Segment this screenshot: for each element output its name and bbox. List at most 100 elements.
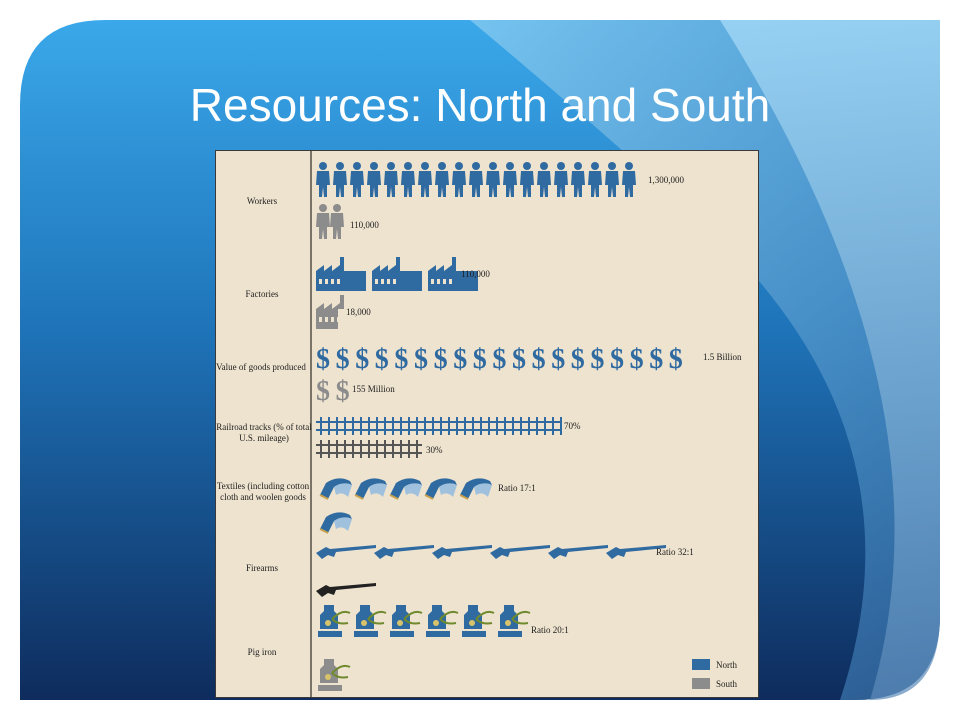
worker-icon [503, 162, 517, 197]
worker-icon [554, 162, 568, 197]
svg-text:$: $ [375, 344, 389, 375]
value-goods-north: 1.5 Billion [703, 352, 742, 362]
dollar-icon: $ [649, 344, 663, 375]
factory-icon [316, 257, 366, 291]
dollar-icon: $ [630, 344, 644, 375]
svg-text:$: $ [316, 376, 330, 407]
worker-icon [316, 204, 330, 239]
legend-swatch-south [692, 678, 710, 689]
value-firearms-ratio: Ratio 32:1 [656, 547, 694, 557]
svg-text:$: $ [473, 344, 487, 375]
value-textiles-ratio: Ratio 17:1 [498, 483, 536, 493]
category-label-goods: Value of goods produced [216, 362, 306, 372]
dollar-icon: $ [551, 344, 565, 375]
worker-icon [537, 162, 551, 197]
value-railroad-north: 70% [564, 421, 581, 431]
rifle-icon [606, 545, 666, 559]
dollar-icon: $ [473, 344, 487, 375]
furnace-icon [354, 605, 387, 637]
rifle-icon [490, 545, 550, 559]
rifle-icon [316, 583, 376, 597]
svg-text:$: $ [669, 344, 683, 375]
worker-icon [401, 162, 415, 197]
furnace-icon [426, 605, 459, 637]
railroad-track-icon [316, 440, 422, 458]
textile-icon [354, 478, 387, 500]
legend-label-south: South [716, 679, 738, 689]
svg-text:$: $ [414, 344, 428, 375]
factory-icon [316, 295, 344, 329]
svg-text:$: $ [394, 344, 408, 375]
textile-icon [319, 512, 352, 534]
svg-text:$: $ [492, 344, 506, 375]
svg-text:$: $ [630, 344, 644, 375]
svg-text:$: $ [551, 344, 565, 375]
furnace-icon [318, 659, 351, 691]
svg-text:$: $ [453, 344, 467, 375]
value-goods-south: 155 Million [352, 384, 395, 394]
railroad-track-icon [316, 417, 562, 435]
svg-text:$: $ [571, 344, 585, 375]
worker-icon [571, 162, 585, 197]
dollar-icon: $ [414, 344, 428, 375]
dollar-icon: $ [453, 344, 467, 375]
svg-text:$: $ [532, 344, 546, 375]
dollar-icon: $ [316, 376, 330, 407]
dollar-icon: $ [375, 344, 389, 375]
worker-icon [605, 162, 619, 197]
furnace-icon [318, 605, 351, 637]
value-railroad-south: 30% [426, 445, 443, 455]
svg-text:$: $ [590, 344, 604, 375]
dollar-icon: $ [610, 344, 624, 375]
rifle-icon [548, 545, 608, 559]
worker-icon [486, 162, 500, 197]
factory-icon [428, 257, 478, 291]
dollar-icon: $ [336, 376, 350, 407]
category-label-firearms: Firearms [246, 563, 278, 573]
value-pig-iron-ratio: Ratio 20:1 [531, 625, 569, 635]
factory-icon [372, 257, 422, 291]
textile-icon [319, 478, 352, 500]
svg-text:$: $ [336, 376, 350, 407]
value-factories-north: 110,000 [461, 269, 490, 279]
worker-icon [469, 162, 483, 197]
category-label-pig-iron: Pig iron [247, 647, 277, 657]
value-factories-south: 18,000 [346, 307, 371, 317]
legend-label-north: North [716, 660, 737, 670]
dollar-icon: $ [492, 344, 506, 375]
dollar-icon: $ [512, 344, 526, 375]
worker-icon [333, 162, 347, 197]
textile-icon [459, 478, 492, 500]
dollar-icon: $ [355, 344, 369, 375]
pictograph-marks: $ $ $ $ $ $ $ $ $ $ $ $ $ $ $ $ $ $ $$ $ [310, 151, 683, 697]
worker-icon [384, 162, 398, 197]
svg-text:$: $ [512, 344, 526, 375]
svg-text:$: $ [649, 344, 663, 375]
legend-swatch-north [692, 659, 710, 670]
worker-icon [350, 162, 364, 197]
dollar-icon: $ [434, 344, 448, 375]
slide-title: Resources: North and South [189, 79, 771, 131]
dollar-icon: $ [669, 344, 683, 375]
category-label-textiles: Textiles (including cotton cloth and woo… [216, 481, 310, 502]
value-workers-north: 1,300,000 [648, 175, 684, 185]
worker-icon [435, 162, 449, 197]
worker-icon [588, 162, 602, 197]
pictograph-chart: $ $ $ $ $ $ $ $ $ $ $ $ $ $ $ $ $ $ $ $ $ Workers Factories … [215, 150, 759, 698]
worker-icon [316, 162, 330, 197]
dollar-icon: $ [590, 344, 604, 375]
svg-text:$: $ [434, 344, 448, 375]
worker-icon [367, 162, 381, 197]
value-workers-south: 110,000 [350, 220, 379, 230]
svg-text:$: $ [610, 344, 624, 375]
svg-text:$: $ [316, 344, 330, 375]
furnace-icon [498, 605, 531, 637]
worker-icon [452, 162, 466, 197]
svg-text:$: $ [336, 344, 350, 375]
worker-icon [520, 162, 534, 197]
category-label-workers: Workers [246, 196, 278, 206]
category-label-railroad: Railroad tracks (% of total U.S. mileage… [216, 422, 312, 443]
worker-icon [418, 162, 432, 197]
furnace-icon [462, 605, 495, 637]
